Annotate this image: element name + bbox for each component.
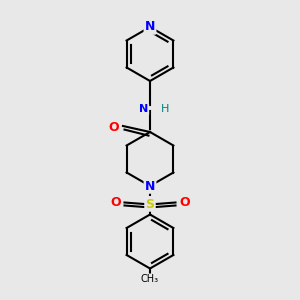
Text: O: O <box>109 121 119 134</box>
Text: N: N <box>140 104 148 115</box>
Text: O: O <box>179 196 190 209</box>
Text: H: H <box>161 104 169 115</box>
Text: O: O <box>110 196 121 209</box>
Text: N: N <box>145 179 155 193</box>
Text: CH₃: CH₃ <box>141 274 159 284</box>
Text: N: N <box>145 20 155 34</box>
Text: S: S <box>146 197 154 211</box>
